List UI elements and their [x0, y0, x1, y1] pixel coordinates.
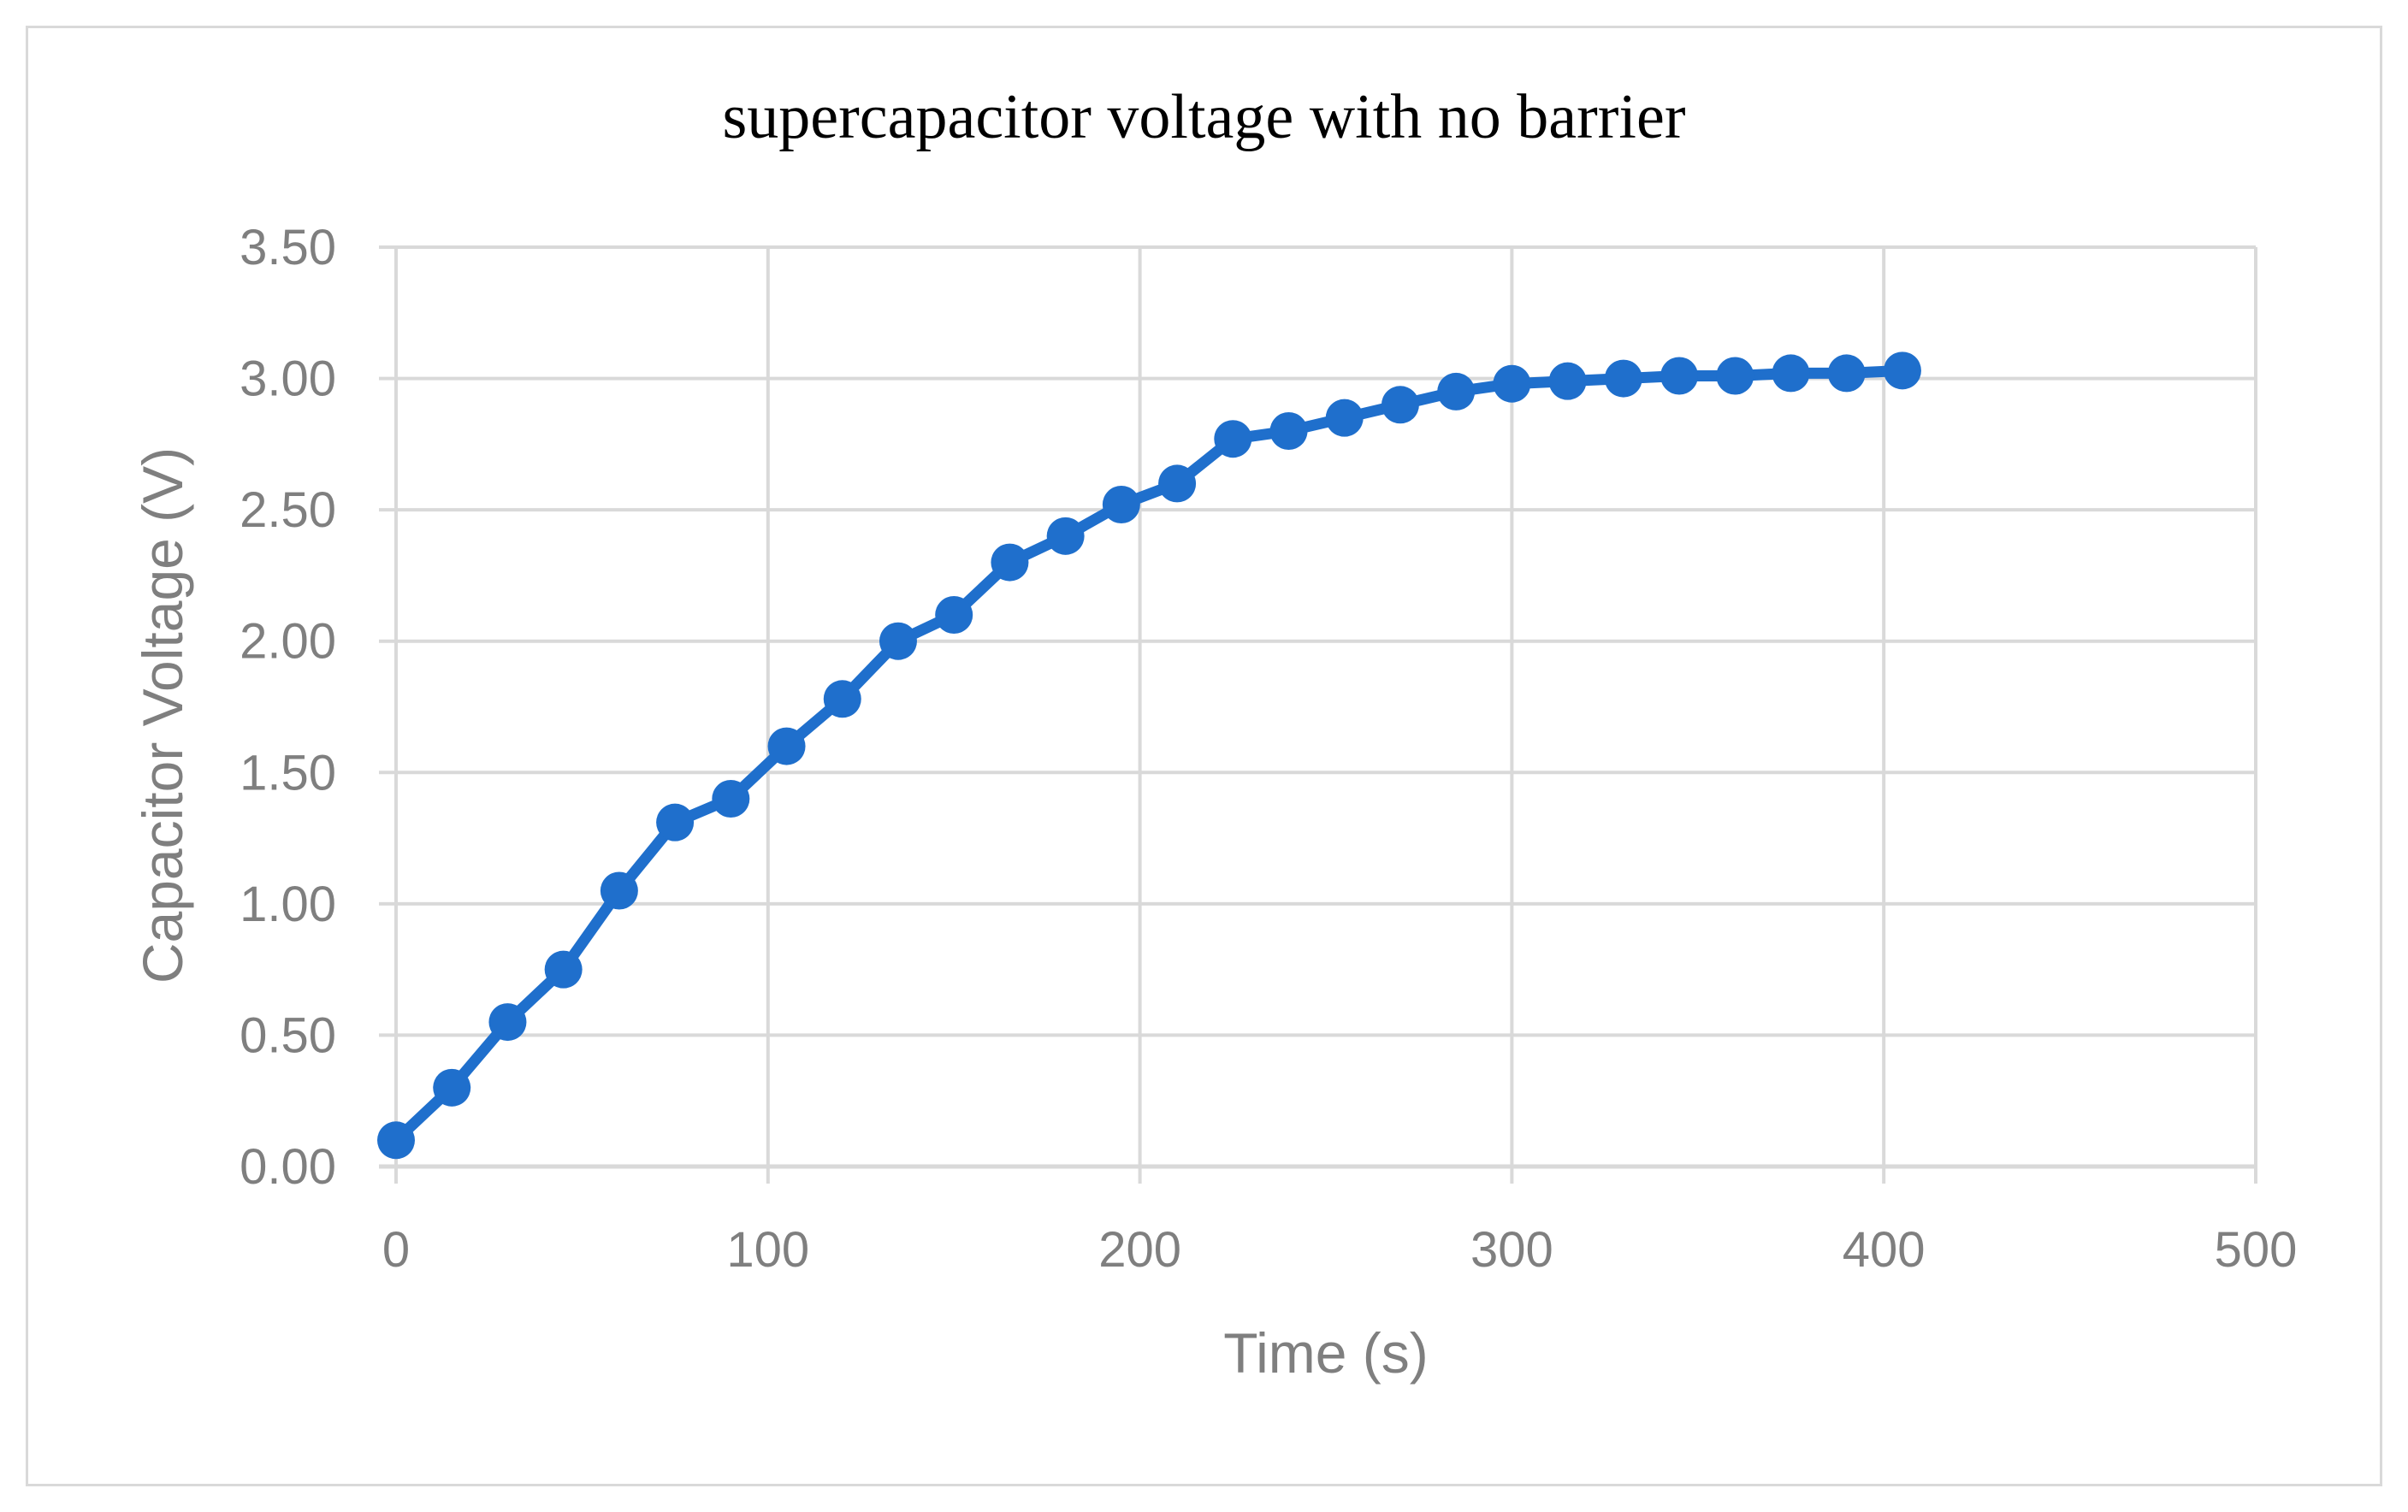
data-point — [488, 1003, 527, 1042]
data-point — [1269, 412, 1308, 450]
data-point — [1046, 517, 1085, 555]
data-point — [1604, 359, 1642, 398]
data-point — [767, 727, 806, 765]
data-point — [879, 622, 917, 660]
data-point — [433, 1068, 471, 1107]
chart-frame — [26, 26, 2382, 1486]
data-point — [1325, 399, 1364, 437]
data-point — [1883, 351, 1921, 390]
y-tick-label: 1.00 — [240, 877, 336, 932]
data-point — [712, 780, 750, 818]
y-tick-label: 3.50 — [240, 220, 336, 275]
x-tick-label: 0 — [382, 1222, 410, 1278]
data-point — [1158, 464, 1197, 503]
data-point — [1102, 486, 1140, 523]
data-point — [656, 803, 695, 842]
tick-labels: 0.00 0.50 1.00 1.50 2.00 2.50 3.00 3.50 0 100 200 3… — [240, 220, 2297, 1278]
data-point — [1716, 357, 1754, 395]
data-point — [1660, 357, 1699, 395]
x-tick-label: 100 — [726, 1222, 809, 1278]
data-point — [935, 596, 973, 634]
y-axis-title: Capacitor Voltage (V) — [131, 447, 194, 983]
data-point — [544, 950, 583, 989]
y-tick-label: 2.00 — [240, 614, 336, 670]
data-point — [1437, 372, 1476, 410]
x-tick-label: 200 — [1098, 1222, 1181, 1278]
data-point — [1214, 420, 1252, 458]
y-tick-label: 0.00 — [240, 1139, 336, 1195]
data-point — [1381, 386, 1419, 424]
chart-title: supercapacitor voltage with no barrier — [722, 82, 1686, 152]
x-tick-label: 500 — [2215, 1222, 2298, 1278]
data-point — [823, 680, 861, 718]
x-tick-label: 300 — [1470, 1222, 1553, 1278]
data-point — [377, 1121, 415, 1160]
y-tick-label: 1.50 — [240, 745, 336, 800]
data-point — [991, 543, 1029, 582]
data-point — [1548, 362, 1587, 400]
data-series — [377, 351, 1921, 1160]
y-tick-label: 0.50 — [240, 1007, 336, 1063]
y-tick-label: 3.00 — [240, 351, 336, 407]
axes — [379, 245, 2257, 1184]
data-point — [1493, 364, 1531, 403]
x-tick-label: 400 — [1843, 1222, 1926, 1278]
x-axis-title: Time (s) — [1223, 1321, 1429, 1385]
data-point — [1827, 354, 1866, 393]
series-line — [390, 364, 1908, 1146]
data-point — [1772, 354, 1810, 393]
grid-lines — [394, 245, 2257, 1166]
data-point — [600, 871, 638, 910]
y-tick-label: 2.50 — [240, 482, 336, 538]
